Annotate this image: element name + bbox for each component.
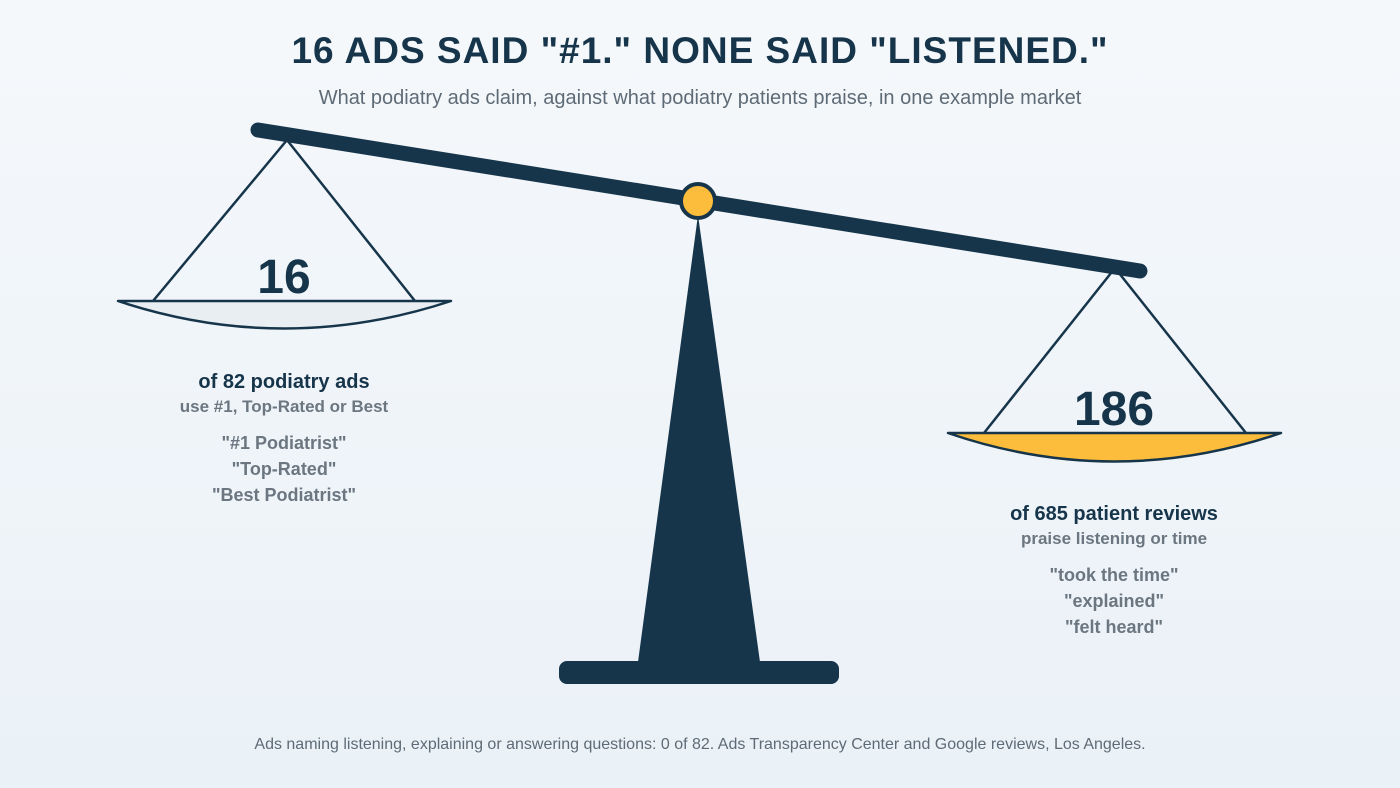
left-pan: [116, 299, 453, 330]
review-quote: "took the time": [1049, 565, 1179, 585]
left-pan-label: of 82 podiatry ads: [198, 371, 370, 393]
left-pan-sublabel: use #1, Top-Rated or Best: [179, 397, 389, 416]
ad-quote: "#1 Podiatrist": [221, 433, 347, 453]
right-pan-label: of 685 patient reviews: [1010, 503, 1218, 525]
scale-pivot: [679, 182, 717, 220]
left-pan-string: [286, 139, 416, 302]
left-pan-quotes: "#1 Podiatrist" "Top-Rated" "Best Podiat…: [104, 430, 464, 508]
right-pan-quotes: "took the time" "explained" "felt heard": [934, 562, 1294, 640]
right-pan-string: [983, 267, 1116, 434]
headline: 16 ADS SAID "#1." NONE SAID "LISTENED.": [291, 30, 1109, 71]
right-pan-caption: of 685 patient reviews praise listening …: [934, 502, 1294, 640]
scale-base: [559, 661, 839, 684]
right-pan-string: [1114, 267, 1247, 434]
scale-stand: [638, 215, 760, 662]
review-quote: "explained": [1063, 591, 1165, 611]
source-footnote: Ads naming listening, explaining or answ…: [254, 736, 1146, 753]
ad-quote: "Top-Rated": [231, 459, 337, 479]
subheadline: What podiatry ads claim, against what po…: [318, 87, 1082, 109]
left-pan-caption: of 82 podiatry ads use #1, Top-Rated or …: [104, 370, 464, 508]
right-pan-sublabel: praise listening or time: [1020, 529, 1208, 548]
left-pan-count: 16: [257, 251, 310, 304]
right-pan-count: 186: [1074, 383, 1154, 436]
review-quote: "felt heard": [1064, 617, 1164, 637]
left-pan-string: [152, 139, 288, 302]
right-pan: [946, 431, 1283, 463]
ad-quote: "Best Podiatrist": [211, 485, 357, 505]
